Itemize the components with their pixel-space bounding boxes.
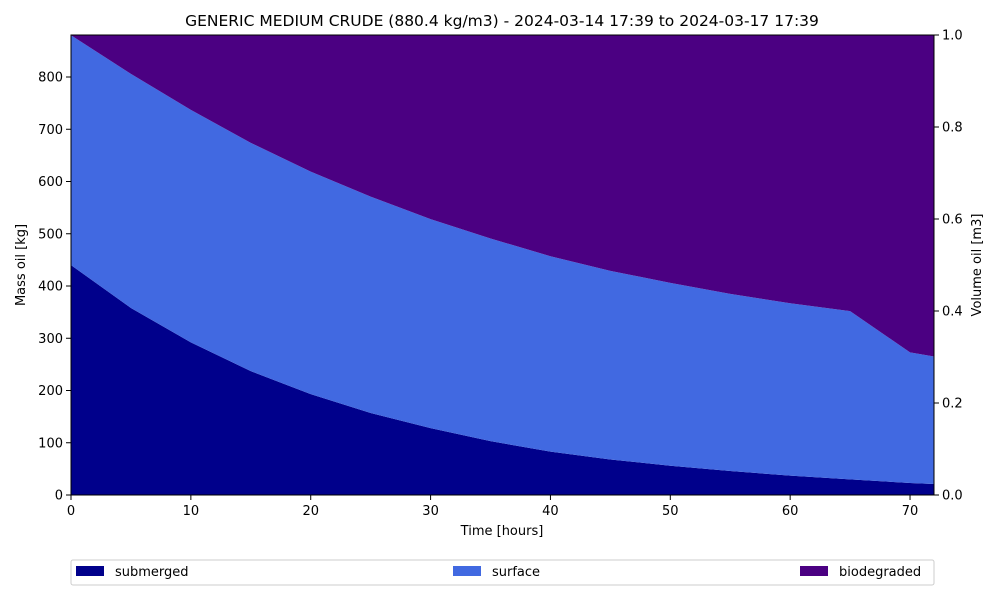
x-tick-label: 10 bbox=[183, 504, 200, 519]
y-right-tick-label: 0.0 bbox=[942, 489, 963, 504]
y-right-tick-label: 0.2 bbox=[942, 397, 963, 412]
y-tick-label: 100 bbox=[38, 436, 63, 451]
legend: submerged surface biodegraded bbox=[70, 559, 935, 586]
y-axis-right: 0.0 0.2 0.4 0.6 0.8 1.0 bbox=[934, 29, 963, 504]
legend-swatch-surface bbox=[453, 566, 481, 576]
area-submerged bbox=[71, 265, 934, 495]
y-tick-label: 300 bbox=[38, 332, 63, 347]
x-axis-label: Time [hours] bbox=[460, 524, 544, 539]
y-axis-right-label: Volume oil [m3] bbox=[970, 214, 985, 317]
x-tick-label: 30 bbox=[422, 504, 439, 519]
y-tick-label: 500 bbox=[38, 227, 63, 242]
plot-frame bbox=[70, 34, 935, 496]
legend-label-biodegraded: biodegraded bbox=[839, 565, 921, 580]
x-tick-label: 40 bbox=[542, 504, 559, 519]
y-axis-left: 0 100 200 300 400 500 600 700 800 bbox=[38, 71, 71, 504]
x-tick-label: 60 bbox=[782, 504, 799, 519]
y-tick-label: 400 bbox=[38, 280, 63, 295]
x-tick-label: 20 bbox=[302, 504, 319, 519]
legend-label-submerged: submerged bbox=[115, 565, 189, 580]
y-tick-label: 800 bbox=[38, 71, 63, 86]
x-tick-label: 70 bbox=[902, 504, 919, 519]
y-tick-label: 600 bbox=[38, 175, 63, 190]
legend-swatch-submerged bbox=[76, 566, 104, 576]
chart-title: GENERIC MEDIUM CRUDE (880.4 kg/m3) - 202… bbox=[185, 12, 819, 30]
legend-frame bbox=[70, 559, 935, 586]
y-axis-label: Mass oil [kg] bbox=[14, 224, 29, 306]
y-tick-label: 0 bbox=[55, 489, 63, 504]
y-right-tick-label: 0.4 bbox=[942, 305, 963, 320]
legend-label-surface: surface bbox=[492, 565, 540, 580]
y-tick-label: 200 bbox=[38, 384, 63, 399]
y-right-tick-label: 0.6 bbox=[942, 213, 963, 228]
x-tick-label: 50 bbox=[662, 504, 679, 519]
area-surface bbox=[71, 35, 934, 485]
legend-swatch-biodegraded bbox=[800, 566, 828, 576]
area-biodegraded bbox=[71, 35, 934, 357]
y-tick-label: 700 bbox=[38, 123, 63, 138]
y-right-tick-label: 0.8 bbox=[942, 121, 963, 136]
x-axis: 0 10 20 30 40 50 60 70 bbox=[67, 495, 918, 519]
x-tick-label: 0 bbox=[67, 504, 75, 519]
area-layers bbox=[71, 35, 934, 495]
y-right-tick-label: 1.0 bbox=[942, 29, 963, 44]
